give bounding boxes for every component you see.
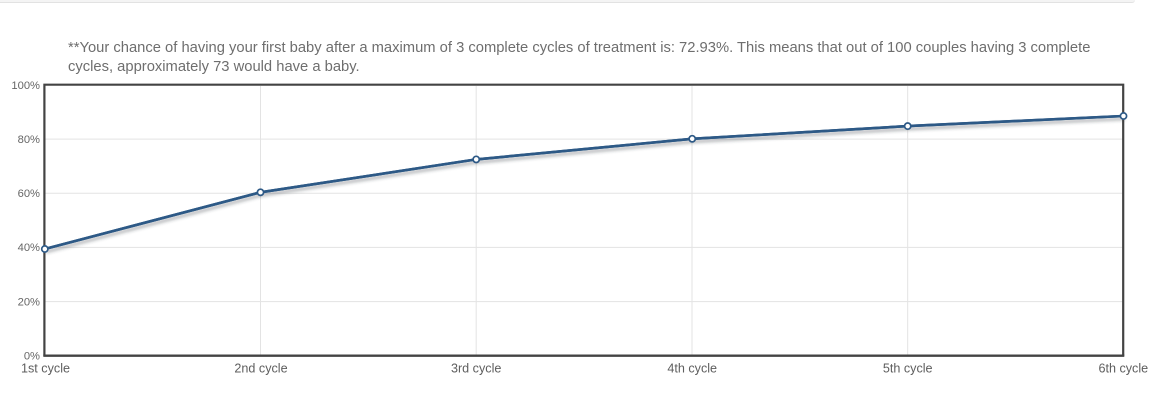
svg-text:80%: 80% bbox=[18, 134, 40, 146]
svg-text:5th cycle: 5th cycle bbox=[883, 361, 933, 375]
svg-text:1st cycle: 1st cycle bbox=[21, 361, 70, 375]
svg-text:60%: 60% bbox=[18, 188, 40, 200]
svg-text:2nd cycle: 2nd cycle bbox=[234, 361, 287, 375]
svg-text:20%: 20% bbox=[18, 296, 40, 308]
svg-text:100%: 100% bbox=[11, 80, 40, 92]
svg-text:0%: 0% bbox=[24, 351, 40, 363]
svg-text:3rd cycle: 3rd cycle bbox=[451, 361, 501, 375]
svg-text:4th cycle: 4th cycle bbox=[667, 361, 717, 375]
svg-text:6th cycle: 6th cycle bbox=[1098, 361, 1148, 375]
svg-text:40%: 40% bbox=[18, 242, 40, 254]
